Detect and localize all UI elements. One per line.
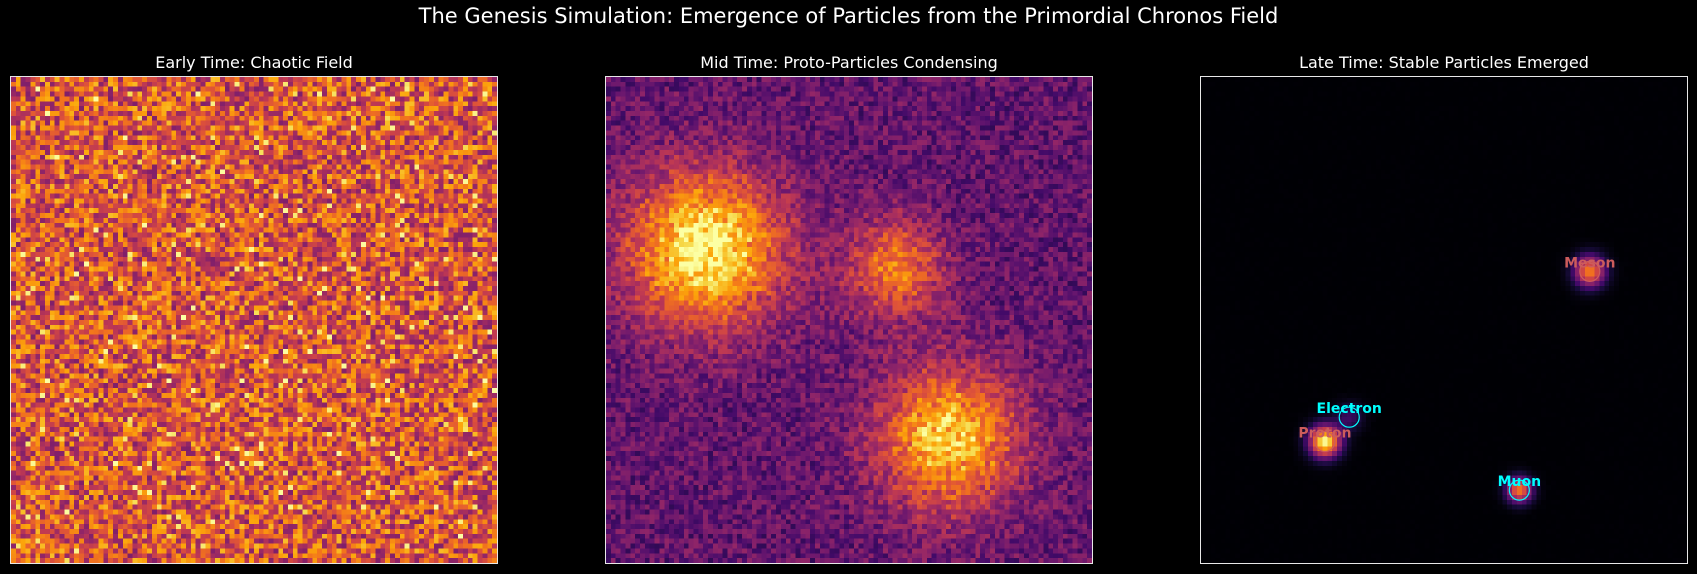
heatmap-late-frame: Meson Proton Electron Muon [1200, 76, 1688, 564]
heatmap-early-canvas [11, 77, 497, 563]
particle-marker-meson [1579, 260, 1601, 282]
panel-mid-time: Mid Time: Proto-Particles Condensing [605, 50, 1093, 564]
particle-marker-electron [1338, 406, 1360, 428]
panel-title-mid: Mid Time: Proto-Particles Condensing [700, 53, 998, 72]
panel-title-late: Late Time: Stable Particles Emerged [1299, 53, 1589, 72]
panel-late-time: Late Time: Stable Particles Emerged Meso… [1200, 50, 1688, 564]
particle-marker-proton [1314, 430, 1336, 453]
figure-title: The Genesis Simulation: Emergence of Par… [418, 4, 1279, 28]
heatmap-mid-frame [605, 76, 1093, 564]
heatmap-mid-canvas [606, 77, 1092, 563]
particle-label-muon: Muon [1498, 474, 1541, 490]
panel-early-time: Early Time: Chaotic Field [10, 50, 498, 564]
particle-annotations: Meson Proton Electron Muon [1298, 255, 1615, 501]
particle-label-proton: Proton [1298, 426, 1351, 442]
particle-label-electron: Electron [1317, 401, 1382, 417]
panel-title-early: Early Time: Chaotic Field [155, 53, 353, 72]
heatmap-early-frame [10, 76, 498, 564]
heatmap-late-canvas [1201, 77, 1687, 563]
particle-label-meson: Meson [1564, 255, 1615, 271]
particle-marker-muon [1508, 479, 1530, 501]
